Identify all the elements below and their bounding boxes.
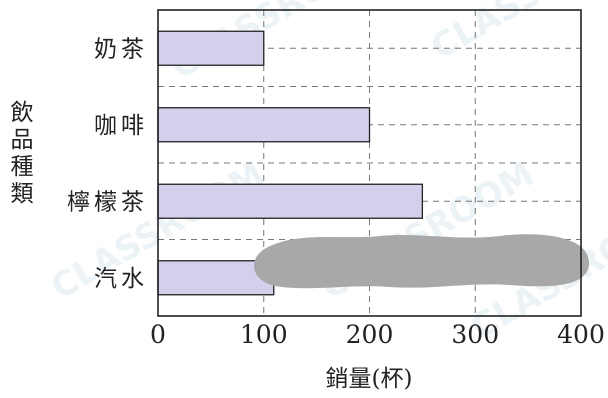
y-axis-title-char: 飲	[11, 100, 34, 126]
x-axis-title: 銷量(杯)	[326, 366, 413, 392]
y-axis-title-char: 種	[11, 154, 34, 180]
bar-檸檬茶	[157, 183, 424, 219]
y-category-label: 咖啡	[94, 113, 148, 139]
x-tick-label: 100	[240, 320, 288, 349]
x-tick-label: 0	[150, 320, 166, 349]
x-tick-label: 200	[346, 320, 394, 349]
axes	[157, 9, 582, 317]
y-category-label: 汽水	[94, 266, 148, 292]
ink-blot	[254, 234, 590, 289]
x-tick-label: 400	[557, 320, 605, 349]
x-tick-label: 300	[451, 320, 499, 349]
bar-奶茶	[157, 30, 265, 66]
plot-frame	[157, 9, 582, 317]
y-axis-title: 飲品種類	[11, 100, 34, 207]
y-category-label: 奶茶	[94, 36, 148, 62]
y-axis-title-char: 品	[11, 127, 34, 153]
y-axis-title-char: 類	[11, 181, 34, 207]
bar-咖啡	[157, 107, 371, 143]
y-category-label: 檸檬茶	[67, 189, 148, 215]
bars-layer	[157, 30, 424, 296]
